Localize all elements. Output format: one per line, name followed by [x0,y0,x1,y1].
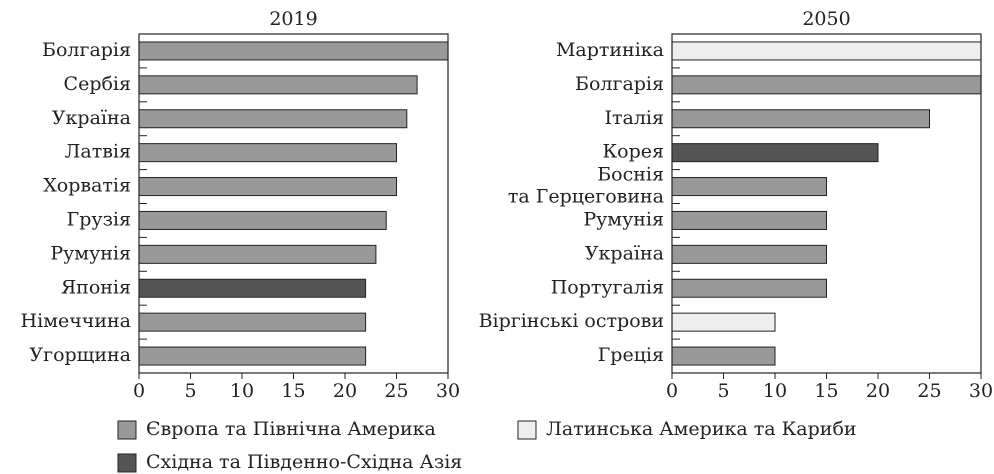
x-tick-label: 5 [717,380,729,402]
y-tick-label: Латвія [65,141,131,163]
legend-swatch [517,420,537,440]
legend-swatch [117,420,137,440]
x-tick-label: 5 [184,380,196,402]
chart-title: 2019 [269,8,317,30]
y-tick-label: Німеччина [21,310,131,332]
y-tick-label: Боснія та Герцеговина [508,164,664,208]
bar [671,143,879,163]
y-tick-label: Румунія [50,242,131,264]
bar [671,177,827,197]
legend-label: Східна та Південно-Східна Азія [146,451,462,473]
bar [138,346,367,366]
y-tick-label: Мартиніка [556,39,664,61]
y-tick-label: Румунія [583,208,664,230]
x-tick-label: 20 [333,380,357,402]
x-tick-label: 10 [763,380,787,402]
y-tick-label: Хорватія [43,175,131,197]
chart-title: 2050 [802,8,850,30]
legend-label: Європа та Північна Америка [146,418,436,440]
bar [138,109,408,129]
y-tick-label: Італія [605,107,664,129]
y-tick-label: Угорщина [29,344,131,366]
x-tick-label: 25 [917,380,941,402]
x-tick-label: 20 [866,380,890,402]
y-tick-label: Греція [598,344,664,366]
bar [138,177,397,197]
bar [138,75,418,95]
bar [671,346,776,366]
bar [671,109,930,129]
bar [671,312,776,332]
bar [138,278,367,298]
y-tick-label: Віргінські острови [479,310,664,332]
x-tick-label: 30 [436,380,460,402]
x-tick-label: 0 [133,380,145,402]
x-tick-label: 15 [814,380,838,402]
x-tick-label: 10 [230,380,254,402]
y-tick-label: Японія [61,276,131,298]
x-tick-label: 0 [666,380,678,402]
bar [138,143,397,163]
x-tick-label: 30 [969,380,993,402]
y-tick-label: Сербія [64,73,131,95]
bar [138,244,377,264]
x-tick-label: 15 [281,380,305,402]
y-tick-label: Україна [52,107,131,129]
legend-label: Латинська Америка та Кариби [546,418,857,440]
bar [138,210,387,230]
y-tick-label: Болгарія [42,39,131,61]
x-tick-label: 25 [384,380,408,402]
bar [138,312,367,332]
y-tick-label: Грузія [67,208,131,230]
bar [138,41,449,61]
y-tick-label: Болгарія [575,73,664,95]
legend-swatch [117,453,137,473]
bar [671,41,982,61]
bar [671,244,827,264]
bar [671,75,982,95]
bar [671,210,827,230]
y-tick-label: Португалія [551,276,664,298]
y-tick-label: Корея [602,141,664,163]
bar [671,278,827,298]
y-tick-label: Україна [585,242,664,264]
